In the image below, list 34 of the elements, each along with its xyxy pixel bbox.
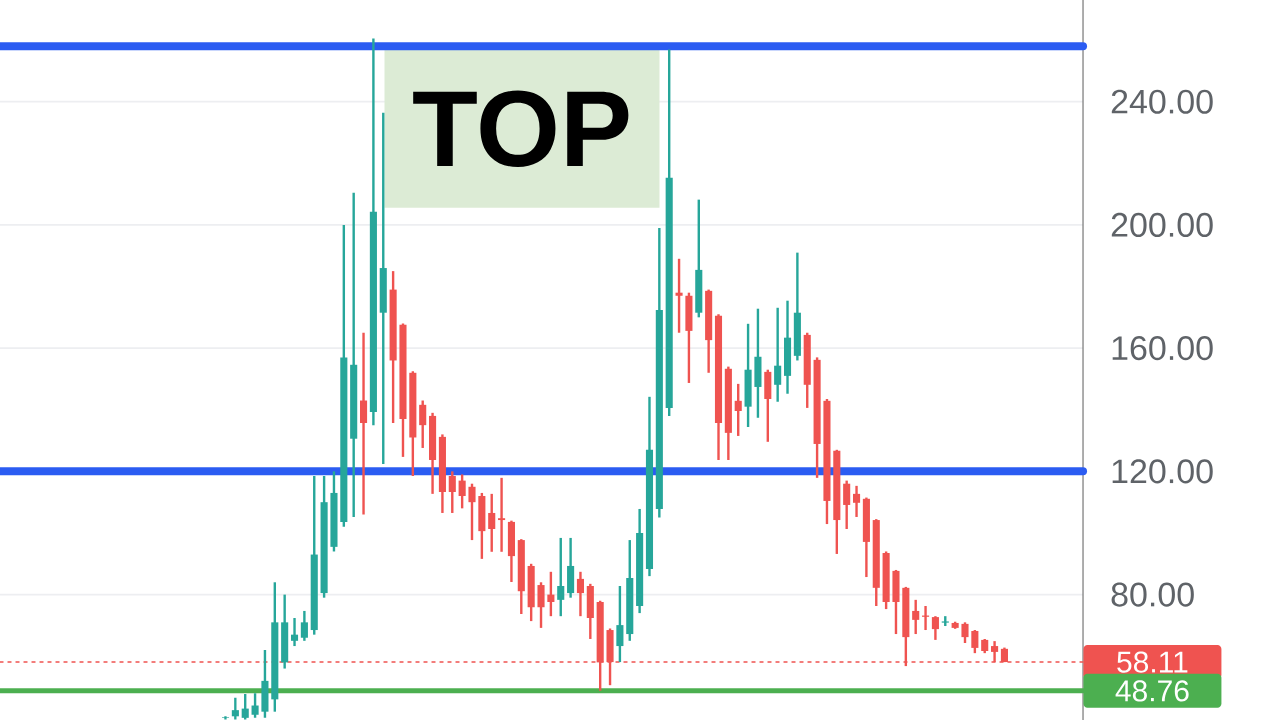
- y-tick-label: 160.00: [1112, 336, 1213, 361]
- candlestick: [290, 616, 299, 648]
- candlestick: [971, 628, 979, 655]
- candlestick: [931, 614, 939, 642]
- y-tick-label: 120.00: [1112, 459, 1213, 484]
- candlestick: [300, 609, 308, 643]
- candlestick: [774, 306, 782, 403]
- candlestick: [448, 470, 456, 515]
- y-tick-label: 200.00: [1111, 212, 1213, 237]
- candlestick: [537, 581, 545, 630]
- candlestick: [961, 621, 969, 645]
- candlestick: [852, 484, 861, 519]
- ref-line-label: 48.76: [1115, 680, 1189, 702]
- candlestick: [843, 479, 851, 531]
- candlestick: [734, 382, 742, 438]
- candlestick: [419, 399, 427, 450]
- candlestick: [458, 473, 466, 510]
- annotation: TOP: [413, 90, 629, 168]
- y-tick-label: 80.00: [1111, 582, 1194, 607]
- candlestick: [498, 476, 506, 553]
- candlestick: [251, 692, 259, 720]
- candlestick: [557, 536, 565, 618]
- candlestick: [360, 331, 368, 516]
- candlestick: [231, 696, 239, 720]
- ref-line-label: 58.11: [1117, 651, 1188, 673]
- candlestick: [547, 570, 555, 618]
- candlestick: [468, 482, 476, 542]
- candlestick: [576, 570, 585, 618]
- candlestick: [912, 598, 920, 636]
- candlestick: [488, 492, 496, 553]
- y-tick-label: 240.00: [1111, 89, 1213, 114]
- candlestick: [241, 692, 249, 720]
- candlestick: [616, 584, 624, 664]
- candlestick: [675, 257, 683, 334]
